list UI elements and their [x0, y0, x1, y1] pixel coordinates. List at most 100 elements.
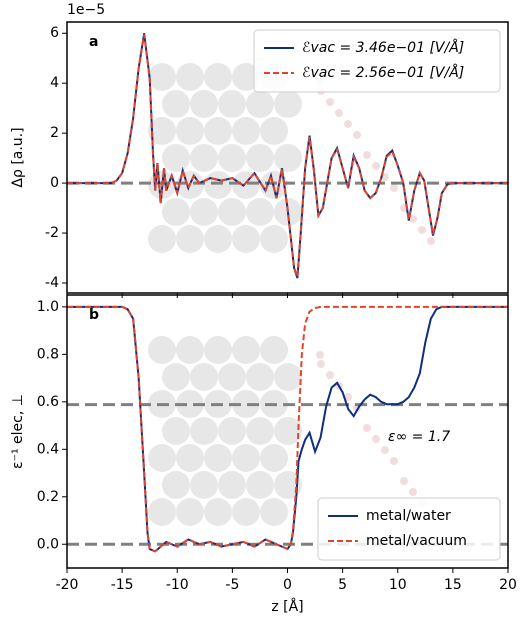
atom [204, 63, 232, 91]
x-tick-label: 15 [444, 577, 462, 593]
atom [260, 117, 288, 145]
atom [260, 225, 288, 253]
molecule [363, 151, 371, 159]
molecule [335, 109, 343, 117]
molecule [344, 393, 352, 401]
atom [176, 390, 204, 418]
atom [232, 225, 260, 253]
atom [176, 498, 204, 526]
atom [260, 498, 288, 526]
molecule [372, 435, 380, 443]
atom [232, 390, 260, 418]
y-tick-label: 0.8 [37, 346, 59, 362]
legend-label: ℰvac = 3.46e−01 [V/Å] [302, 39, 464, 56]
atom [246, 198, 274, 226]
atom [148, 336, 176, 364]
atom [162, 471, 190, 499]
y-tick-label: 0.6 [37, 394, 59, 410]
molecule [363, 424, 371, 432]
legend-label: ℰvac = 2.56e−01 [V/Å] [302, 64, 464, 81]
atom [274, 417, 302, 445]
atom [274, 90, 302, 118]
atom [190, 90, 218, 118]
atom [232, 498, 260, 526]
atom [204, 171, 232, 199]
atom [232, 171, 260, 199]
atom [260, 336, 288, 364]
atom [176, 336, 204, 364]
atom [218, 363, 246, 391]
atom [190, 417, 218, 445]
atom [218, 144, 246, 172]
atom [162, 417, 190, 445]
x-tick-label: 5 [338, 577, 347, 593]
molecule [316, 351, 324, 359]
atom [190, 144, 218, 172]
atom [162, 90, 190, 118]
y-tick-label: 0.0 [37, 536, 59, 552]
y-tick-label: 4 [50, 75, 59, 91]
atom [204, 225, 232, 253]
atom [148, 225, 176, 253]
atom [148, 117, 176, 145]
x-tick-label: 10 [389, 577, 407, 593]
atom [246, 363, 274, 391]
atom [218, 417, 246, 445]
molecule [344, 120, 352, 128]
atom-background [148, 63, 435, 526]
legend-label: metal/vacuum [366, 533, 467, 549]
x-tick-label: -20 [56, 577, 79, 593]
y-tick-label: -2 [45, 225, 59, 241]
atom [162, 144, 190, 172]
series-line [67, 305, 508, 553]
molecule [317, 360, 325, 368]
molecule [409, 215, 417, 223]
atom [176, 63, 204, 91]
atom [260, 444, 288, 472]
molecule [326, 371, 334, 379]
molecule [427, 237, 435, 245]
x-tick-label: -10 [166, 577, 189, 593]
panel-label: a [89, 34, 98, 50]
molecule [418, 226, 426, 234]
atom [148, 63, 176, 91]
series-line [67, 305, 508, 553]
legend-box [253, 29, 501, 93]
atom [274, 144, 302, 172]
molecule [400, 477, 408, 485]
atom [218, 471, 246, 499]
atom [232, 117, 260, 145]
atom [204, 498, 232, 526]
offset-text: 1e−5 [67, 2, 105, 18]
atom [190, 198, 218, 226]
molecule [390, 184, 398, 192]
y-tick-label: 0.4 [37, 441, 59, 457]
atom [190, 471, 218, 499]
atom [162, 198, 190, 226]
atom [246, 417, 274, 445]
molecule [353, 131, 361, 139]
y-axis-label: Δρ [a.u.] [10, 127, 26, 187]
atom [148, 444, 176, 472]
x-tick-label: -15 [111, 577, 134, 593]
x-tick-label: 20 [499, 577, 517, 593]
y-tick-label: 0 [50, 175, 59, 191]
y-tick-label: -4 [45, 275, 59, 291]
x-tick-label: -5 [225, 577, 239, 593]
atom [246, 90, 274, 118]
y-tick-label: 1.0 [37, 299, 59, 315]
y-tick-label: 6 [50, 25, 59, 41]
atom [232, 444, 260, 472]
atom [176, 444, 204, 472]
atom [148, 498, 176, 526]
y-tick-label: 0.2 [37, 489, 59, 505]
atom [246, 471, 274, 499]
atom [218, 198, 246, 226]
molecule [326, 98, 334, 106]
atom [176, 117, 204, 145]
molecule [409, 488, 417, 496]
atom [204, 117, 232, 145]
atom [176, 225, 204, 253]
atom [246, 144, 274, 172]
